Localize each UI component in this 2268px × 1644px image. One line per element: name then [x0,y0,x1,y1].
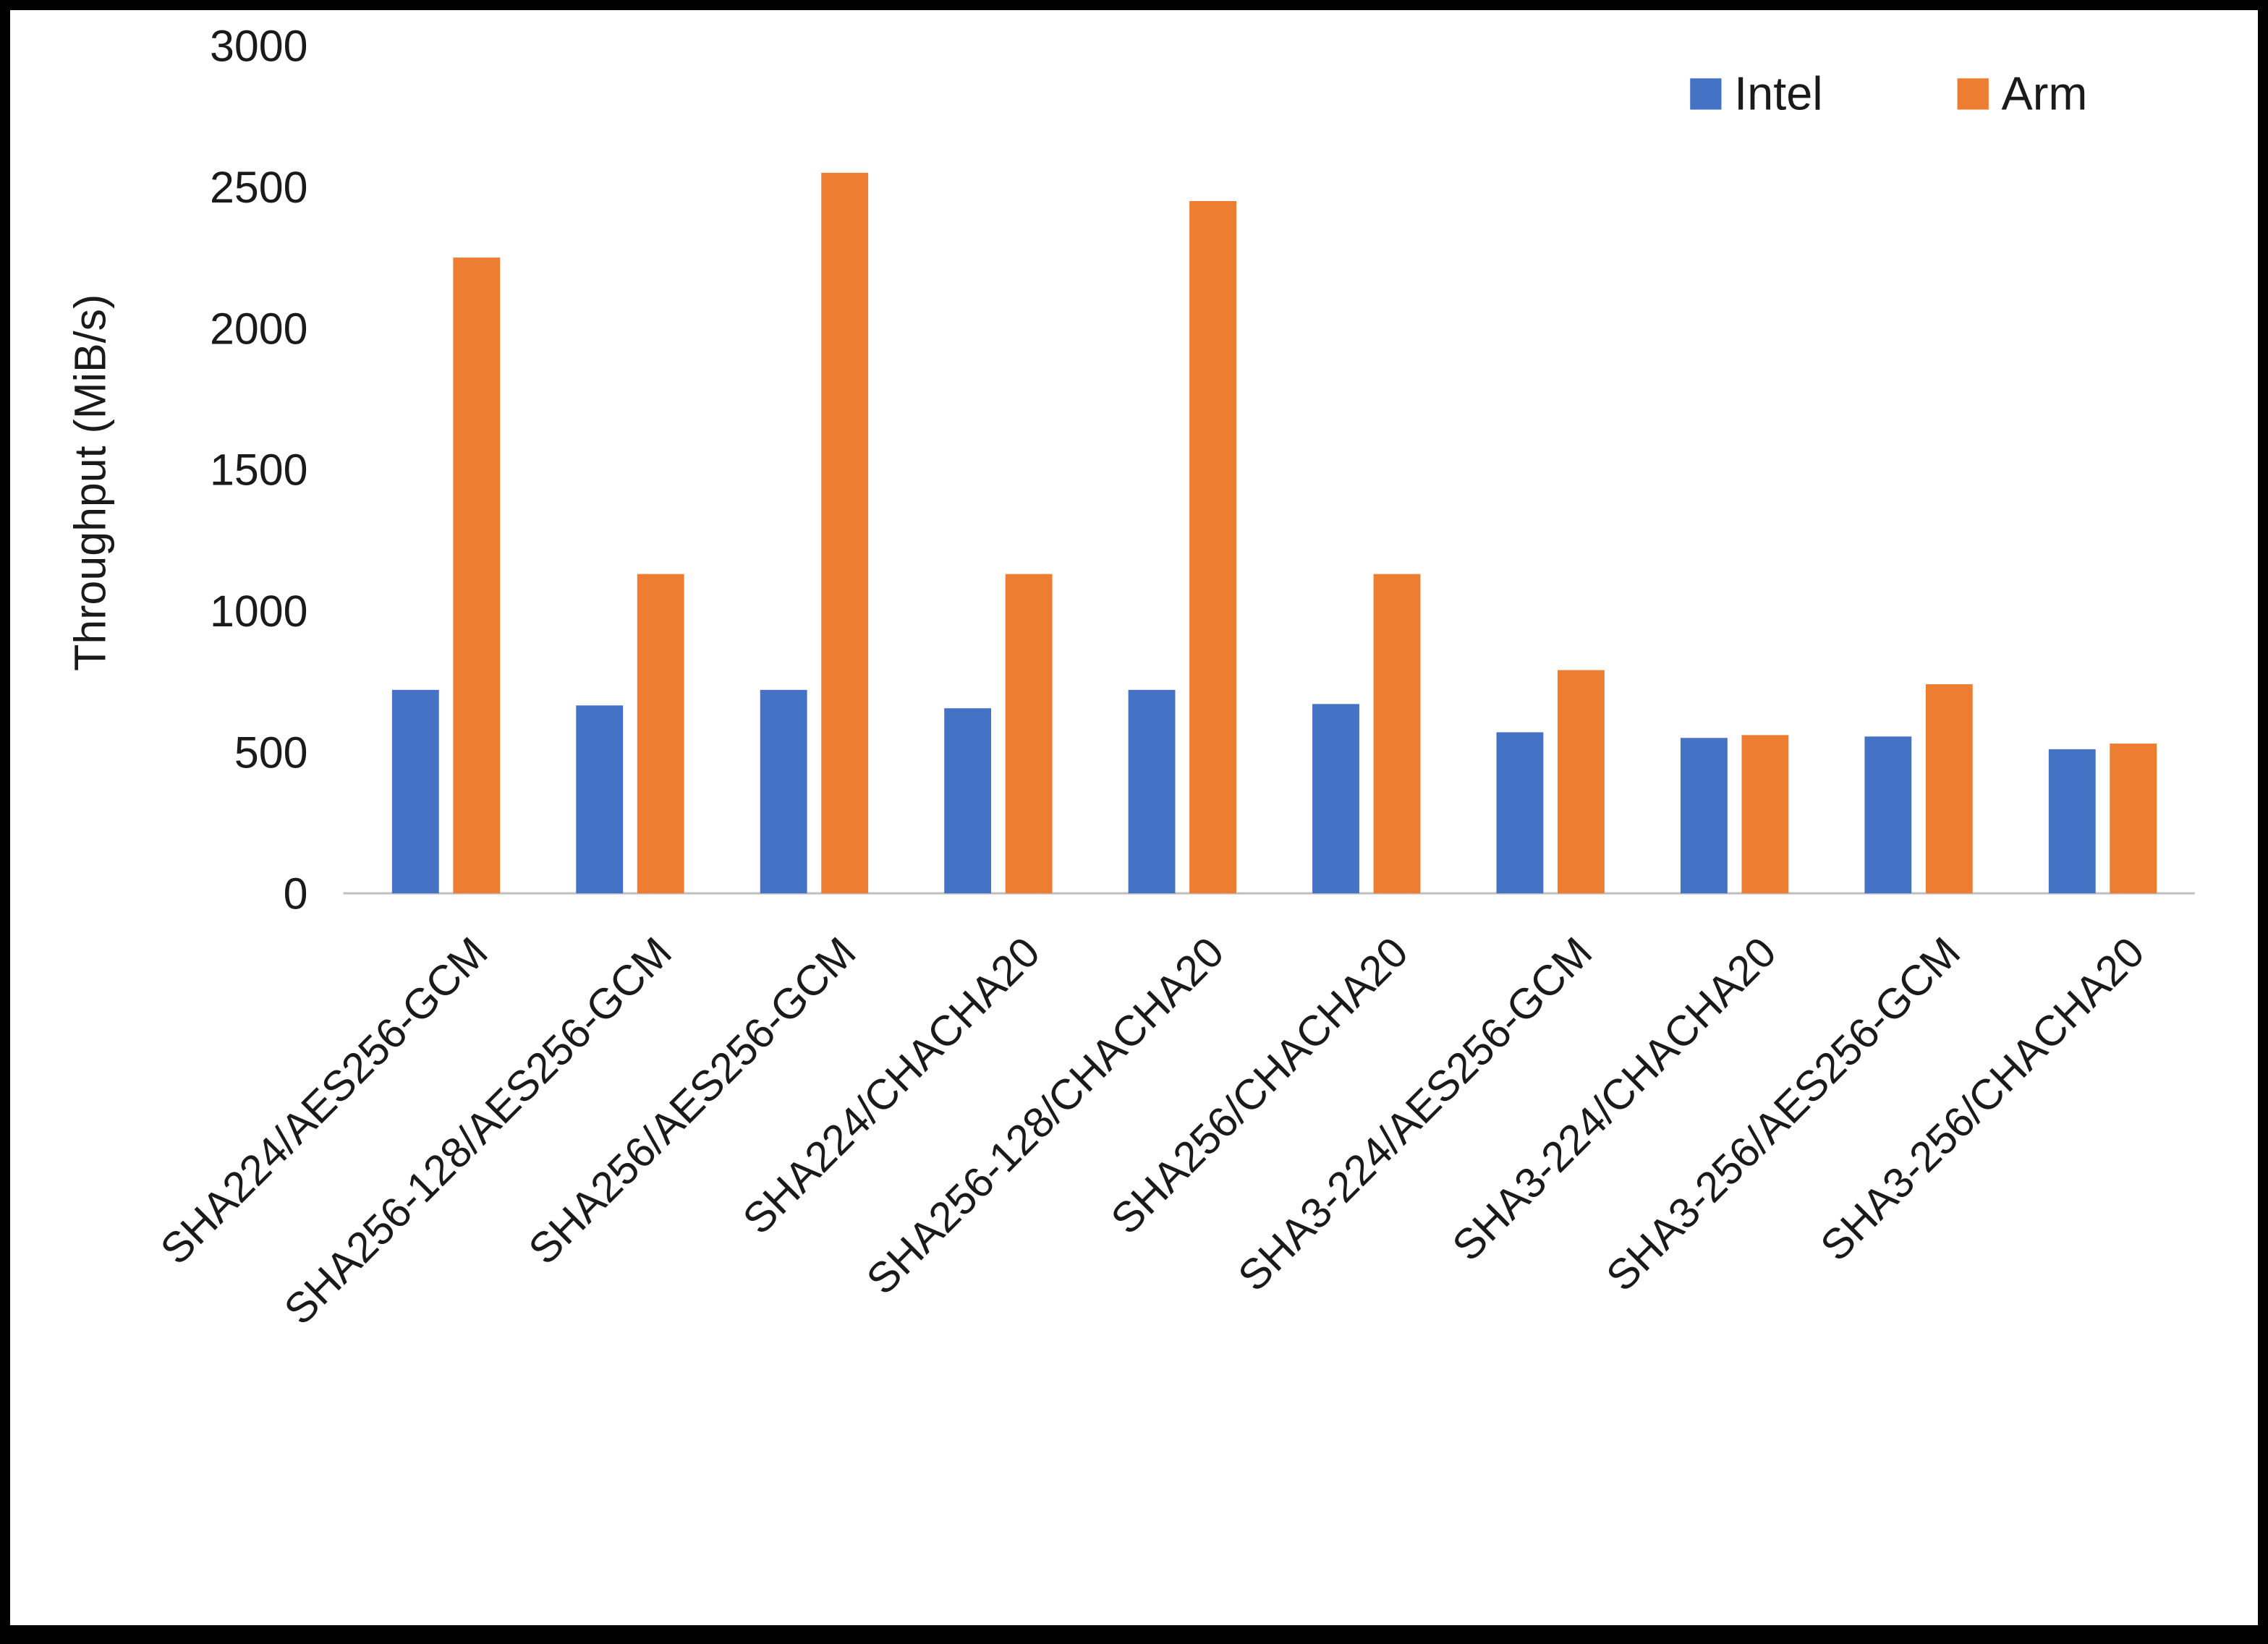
bar-intel-3 [944,708,992,894]
x-category-label: SHA256/AES256-GCM [520,929,865,1274]
legend-swatch-intel [1690,78,1722,110]
x-category-label: SHA3-224/CHACHA20 [1444,929,1785,1270]
bar-intel-2 [760,689,807,894]
x-category-label: SHA224/AES256-GCM [152,929,497,1274]
y-tick-label: 3000 [210,22,307,71]
legend-label-intel: Intel [1734,67,1823,120]
bar-intel-0 [391,689,439,894]
legend-label-arm: Arm [2002,67,2088,120]
y-tick-label: 2500 [210,163,307,212]
bar-arm-1 [637,574,684,894]
x-category-label: SHA3-256/CHACHA20 [1812,929,2153,1270]
x-category-label: SHA224/CHACHA20 [734,929,1049,1243]
bar-intel-9 [2048,749,2096,894]
bar-arm-7 [1741,735,1789,894]
y-tick-label: 2000 [210,304,307,353]
y-tick-label: 0 [284,869,308,919]
bar-arm-4 [1189,200,1236,894]
bar-intel-6 [1496,732,1544,894]
legend: Intel Arm [1690,67,2087,120]
bar-intel-7 [1680,738,1728,894]
bar-intel-4 [1128,689,1176,894]
x-category-label: SHA3-256/AES256-GCM [1597,929,1969,1300]
bar-arm-0 [453,257,501,894]
plot-area: 0 500 1000 1500 2000 2500 3000 SHA224/AES256-GC… [152,22,2195,1334]
bar-intel-5 [1312,704,1359,894]
bar-chart: 0 500 1000 1500 2000 2500 3000 SHA224/AES256-GC… [65,22,2195,1334]
x-category-label: SHA256-128/AES256-GCM [276,929,681,1334]
legend-swatch-arm [1957,78,1989,110]
y-tick-label: 1500 [210,446,307,495]
bar-intel-8 [1864,736,1912,894]
y-axis-title: Throughput (MiB/s) [65,294,114,671]
bar-intel-1 [576,705,624,894]
x-category-label: SHA256/CHACHA20 [1103,929,1417,1243]
x-category-label: SHA3-224/AES256-GCM [1229,929,1601,1300]
bar-arm-2 [821,172,869,894]
bar-arm-5 [1373,574,1421,894]
bar-arm-6 [1558,670,1605,894]
y-tick-label: 500 [234,728,308,777]
bar-arm-3 [1005,574,1053,894]
y-tick-label: 1000 [210,587,307,636]
bar-arm-9 [2110,744,2157,894]
bar-arm-8 [1925,684,1973,894]
x-category-label: SHA256-128/CHACHA20 [858,929,1233,1304]
